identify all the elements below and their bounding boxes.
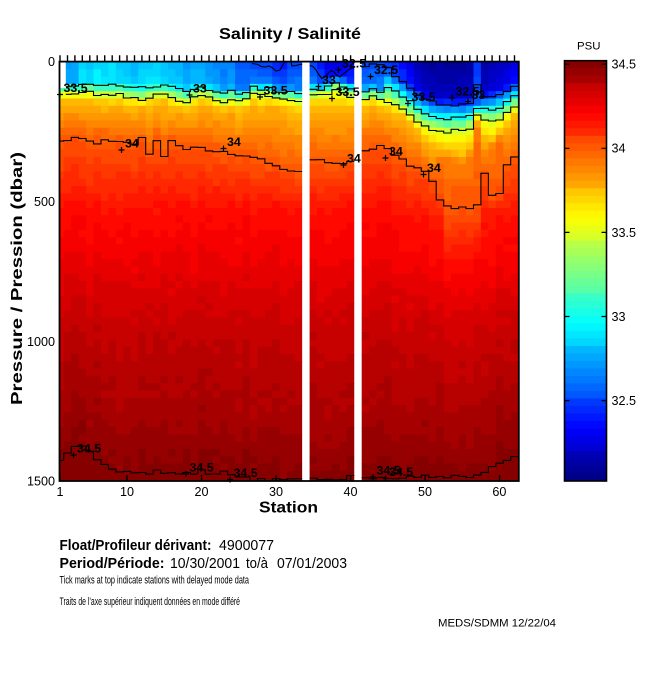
svg-text:50: 50: [418, 485, 432, 499]
svg-text:Tick marks at top indicate sta: Tick marks at top indicate stations with…: [60, 575, 250, 587]
svg-text:1: 1: [56, 485, 63, 499]
svg-text:1500: 1500: [27, 475, 55, 489]
svg-text:33: 33: [612, 310, 626, 324]
svg-text:PSU: PSU: [577, 41, 600, 53]
svg-text:32.5: 32.5: [342, 57, 366, 71]
svg-text:32.5: 32.5: [374, 63, 398, 77]
svg-text:34: 34: [347, 152, 361, 166]
svg-text:Pressure / Pression (dbar): Pressure / Pression (dbar): [9, 152, 26, 405]
svg-text:10: 10: [120, 485, 134, 499]
svg-text:500: 500: [34, 195, 55, 209]
svg-text:60: 60: [492, 485, 506, 499]
svg-text:1000: 1000: [27, 335, 55, 349]
svg-text:33: 33: [193, 82, 207, 96]
svg-text:32.5: 32.5: [456, 85, 480, 99]
svg-text:34: 34: [612, 142, 626, 156]
svg-text:32.5: 32.5: [612, 394, 637, 408]
svg-text:33.5: 33.5: [64, 81, 88, 95]
svg-text:33.5: 33.5: [612, 226, 637, 240]
svg-text:33.5: 33.5: [412, 90, 436, 104]
svg-text:0: 0: [48, 55, 55, 69]
svg-text:34.5: 34.5: [377, 464, 401, 478]
svg-text:34.5: 34.5: [77, 442, 101, 456]
svg-text:Float/Profileur dérivant:49000: Float/Profileur dérivant: 4900077: [60, 538, 275, 554]
svg-text:34: 34: [389, 145, 403, 159]
svg-text:34: 34: [125, 137, 139, 151]
svg-text:MEDS/SDMM 12/22/04: MEDS/SDMM 12/22/04: [438, 618, 556, 630]
svg-text:33.5: 33.5: [264, 84, 288, 98]
svg-text:34.5: 34.5: [612, 58, 637, 72]
svg-text:20: 20: [194, 485, 208, 499]
svg-text:34.5: 34.5: [389, 465, 413, 479]
svg-text:34.5: 34.5: [234, 466, 258, 480]
svg-text:33.5: 33.5: [336, 85, 360, 99]
svg-text:30: 30: [269, 485, 283, 499]
svg-text:Salinity / Salinité: Salinity / Salinité: [219, 26, 361, 43]
svg-text:Station: Station: [259, 500, 318, 517]
svg-text:33: 33: [322, 73, 336, 87]
svg-text:34: 34: [227, 135, 241, 149]
svg-text:34: 34: [427, 161, 441, 175]
svg-text:34.5: 34.5: [190, 461, 214, 475]
svg-text:Traits de l’axe supérieur indi: Traits de l’axe supérieur indiquent donn…: [60, 596, 241, 608]
svg-text:40: 40: [343, 485, 357, 499]
svg-text:33: 33: [472, 88, 486, 102]
